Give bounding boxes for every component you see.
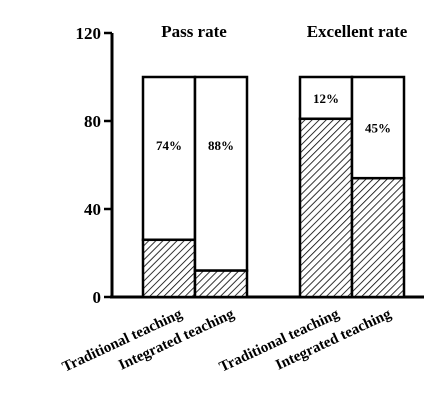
group-title: Pass rate (161, 22, 227, 41)
group-title: Excellent rate (307, 22, 408, 41)
bar-segment-top (350, 75, 406, 180)
data-labels: 74% 88% 12% 45% (156, 91, 391, 153)
y-tick-label: 40 (84, 200, 101, 219)
bar-segment-hatched (298, 117, 354, 299)
bars (141, 75, 406, 299)
y-tick-label: 0 (93, 288, 102, 307)
data-label: 45% (365, 121, 391, 136)
group-titles: Pass rate Excellent rate (161, 22, 408, 41)
bar-segment-top (193, 75, 249, 272)
bar-segment-top (141, 75, 197, 242)
y-tick-label: 120 (76, 24, 102, 43)
data-label: 88% (208, 138, 234, 153)
bar-segment-hatched (193, 269, 249, 299)
data-label: 74% (156, 138, 182, 153)
bar-segment-hatched (350, 176, 406, 299)
y-ticks: 0 40 80 120 (76, 24, 112, 307)
bar-segment-hatched (141, 238, 197, 299)
y-tick-label: 80 (84, 112, 101, 131)
data-label: 12% (313, 91, 339, 106)
